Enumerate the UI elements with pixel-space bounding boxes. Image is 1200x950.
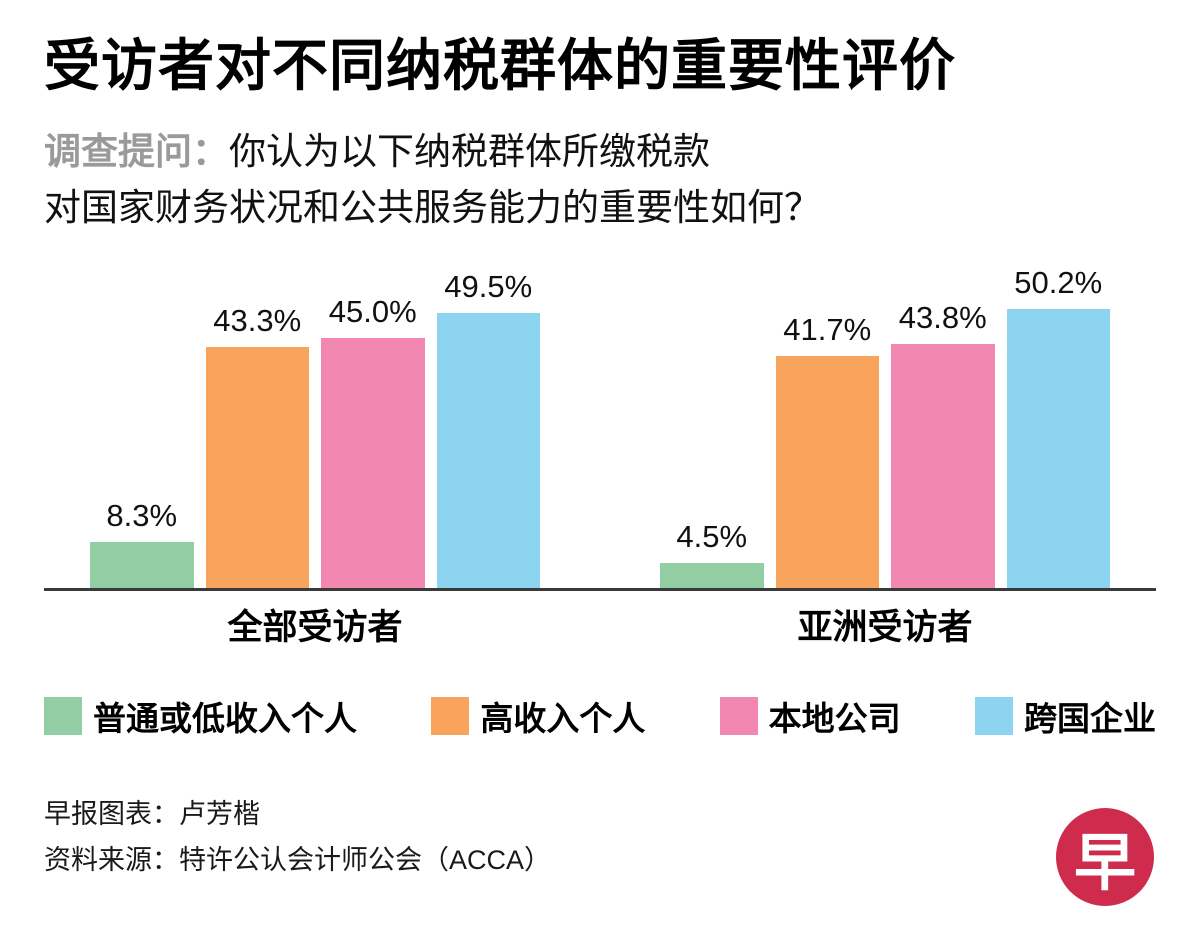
bar-column: 49.5%: [436, 269, 540, 589]
legend-label: 高收入个人: [480, 700, 646, 738]
survey-question: 调查提问：你认为以下纳税群体所缴税款 对国家财务状况和公共服务能力的重要性如何？: [44, 124, 1156, 235]
bar-column: 45.0%: [321, 294, 425, 589]
legend-label: 跨国企业: [1023, 700, 1156, 738]
bar-value-label: 8.3%: [106, 498, 178, 534]
zaobao-logo: 早: [1056, 808, 1154, 906]
bar: [775, 356, 879, 589]
bar: [205, 347, 309, 589]
legend-item: 跨国企业: [974, 692, 1156, 740]
legend-label: 普通或低收入个人: [93, 700, 357, 738]
chart-credit: 早报图表：卢芳楷: [44, 799, 260, 830]
category-labels-row: 全部受访者 亚洲受访者: [44, 599, 1156, 650]
survey-question-line2: 对国家财务状况和公共服务能力的重要性如何？: [44, 186, 821, 228]
bar-column: 43.3%: [205, 303, 309, 589]
survey-question-prefix: 调查提问：: [44, 131, 229, 173]
legend-item: 本地公司: [719, 692, 901, 740]
legend-swatch: [974, 697, 1013, 736]
bar-column: 4.5%: [660, 519, 764, 589]
bar-column: 8.3%: [90, 498, 194, 589]
bar-group-all: 8.3% 43.3% 45.0% 49.5%: [90, 265, 540, 589]
bar-value-label: 4.5%: [676, 519, 748, 555]
page-title: 受访者对不同纳税群体的重要性评价: [44, 34, 956, 97]
legend-label: 本地公司: [768, 700, 901, 738]
legend-item: 高收入个人: [431, 692, 645, 740]
chart-legend: 普通或低收入个人 高收入个人 本地公司 跨国企业: [44, 692, 1156, 740]
bar-value-label: 41.7%: [783, 312, 872, 348]
legend-swatch: [431, 697, 470, 736]
survey-question-line1: 你认为以下纳税群体所缴税款: [229, 131, 710, 173]
bar-value-label: 43.8%: [898, 300, 987, 336]
bar-group-asia: 4.5% 41.7% 43.8% 50.2%: [660, 265, 1110, 589]
bar: [660, 563, 764, 589]
bar-column: 41.7%: [775, 312, 879, 589]
data-source: 资料来源：特许公认会计师公会（ACCA）: [44, 845, 552, 876]
bar-value-label: 43.3%: [213, 303, 302, 339]
footer: 早报图表：卢芳楷 资料来源：特许公认会计师公会（ACCA）: [44, 792, 1156, 884]
bar-chart: 8.3% 43.3% 45.0% 49.5% 4.5% 41.7% 43.8% 50.2% 全…: [44, 265, 1156, 650]
bar: [321, 338, 425, 589]
category-label-asia: 亚洲受访者: [797, 608, 973, 648]
bar-value-label: 50.2%: [1014, 265, 1103, 301]
bar-column: 50.2%: [1006, 265, 1110, 589]
legend-swatch: [719, 697, 758, 736]
category-label-all: 全部受访者: [227, 608, 403, 648]
bar-column: 43.8%: [891, 300, 995, 589]
bar-value-label: 49.5%: [444, 269, 533, 305]
bar: [90, 542, 194, 589]
bar: [1006, 309, 1110, 589]
legend-swatch: [44, 697, 82, 736]
zaobao-logo-glyph: 早: [1073, 829, 1136, 898]
bar: [891, 344, 995, 589]
legend-item: 普通或低收入个人: [44, 692, 357, 740]
bar-value-label: 45.0%: [328, 294, 417, 330]
bar: [436, 313, 540, 589]
chart-plot-area: 8.3% 43.3% 45.0% 49.5% 4.5% 41.7% 43.8% 50.2%: [44, 265, 1156, 592]
